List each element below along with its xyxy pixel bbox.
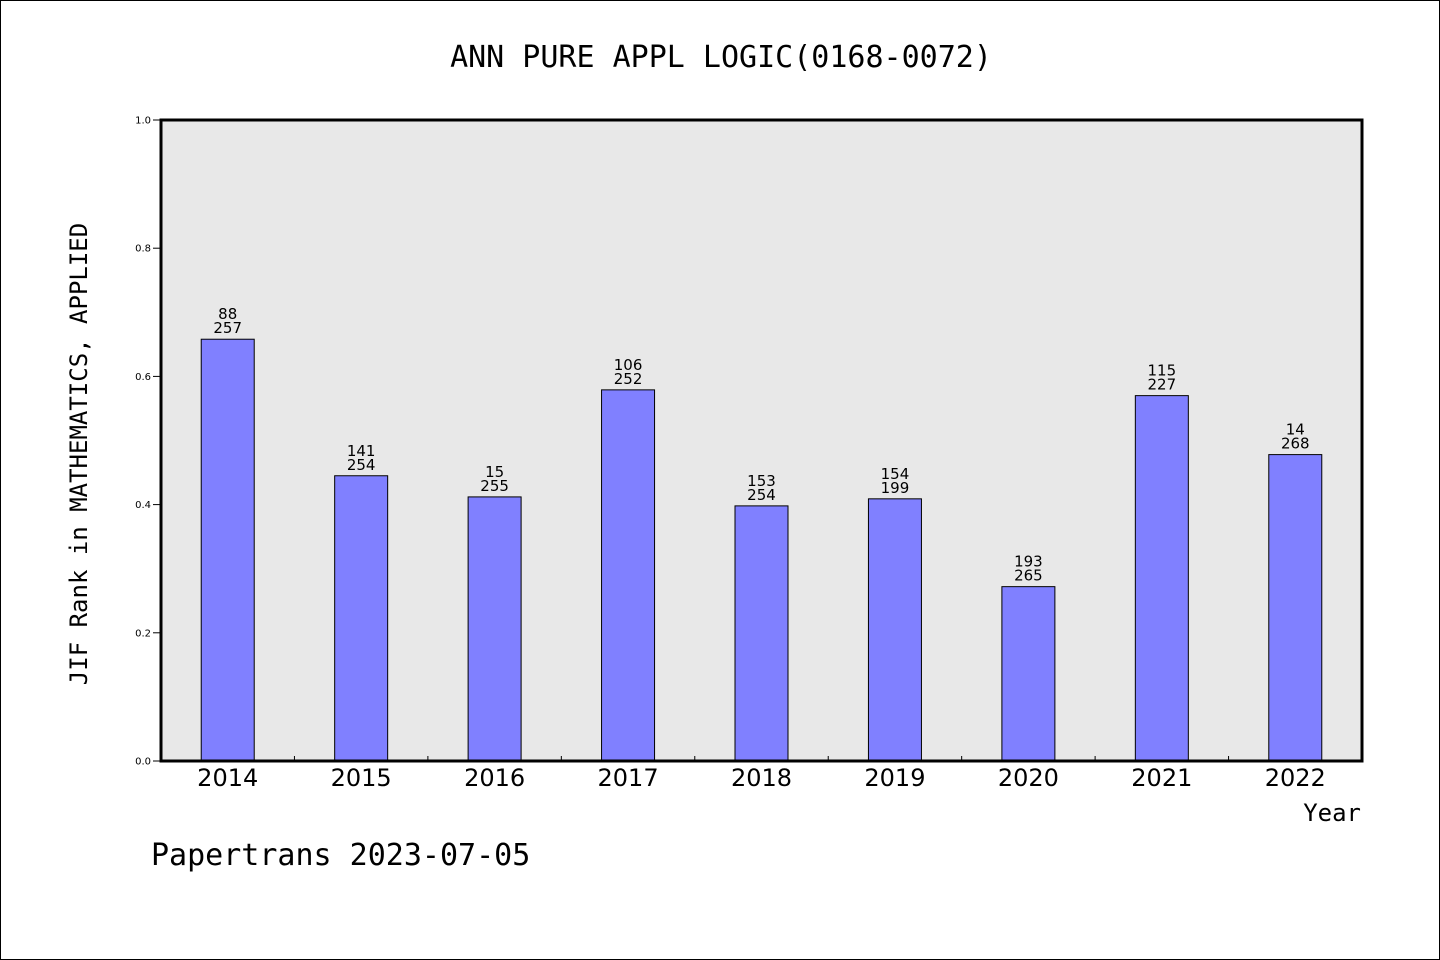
bar-rank-label: 141: [347, 442, 376, 460]
bar-total-label: 268: [1281, 435, 1310, 453]
y-tick-label: 0.6: [135, 372, 151, 383]
y-tick-label: 0.2: [135, 628, 151, 639]
bar-2017: [601, 389, 656, 762]
chart-title: ANN PURE APPL LOGIC(0168-0072): [450, 40, 992, 75]
bar-total-label: 257: [213, 319, 242, 337]
x-tick-label: 2022: [1265, 764, 1326, 792]
bar-rank-label: 115: [1148, 362, 1177, 380]
x-tick-label: 2019: [864, 764, 925, 792]
bar-2014: [200, 338, 255, 762]
y-tick-label: 0.4: [135, 500, 151, 511]
bar-total-label: 255: [480, 477, 509, 495]
bar-total-label: 254: [347, 456, 376, 474]
bar-2021: [1134, 395, 1189, 762]
bar-series: [200, 338, 1323, 762]
bar-rank-label: 153: [747, 472, 776, 490]
x-tick-label: 2021: [1131, 764, 1192, 792]
y-tick-label: 0.0: [135, 757, 151, 768]
bar-total-label: 252: [614, 370, 643, 388]
bar-total-label: 254: [747, 486, 776, 504]
x-tick-label: 2018: [731, 764, 792, 792]
bar-rank-label: 14: [1286, 421, 1305, 439]
bar-rank-label: 88: [218, 305, 237, 323]
bar-2018: [734, 505, 789, 762]
x-tick-label: 2014: [197, 764, 258, 792]
bar-total-label: 227: [1148, 376, 1177, 394]
plot-border: [159, 118, 1364, 763]
x-axis: 2014 2015 2016 2017 2018 2019 2020 2021 2022: [197, 756, 1326, 792]
bar-2015: [334, 475, 389, 762]
x-tick-label: 2017: [598, 764, 659, 792]
y-axis: 0.0 0.2 0.4 0.6 0.8 1.0: [135, 116, 161, 768]
x-axis-label: Year: [1303, 799, 1361, 827]
bar-total-label: 265: [1014, 567, 1043, 585]
bar-rank-label: 106: [614, 356, 643, 374]
x-tick-label: 2016: [464, 764, 525, 792]
footer-source: Papertrans 2023-07-05: [151, 838, 530, 873]
bar-total-label: 199: [881, 479, 910, 497]
bar-rank-label: 193: [1014, 553, 1043, 571]
bar-2022: [1268, 454, 1323, 762]
bar-rank-label: 154: [881, 465, 910, 483]
y-axis-label: JIF Rank in MATHEMATICS, APPLIED: [65, 223, 93, 685]
bar-rank-label: 15: [485, 463, 504, 481]
x-tick-label: 2015: [331, 764, 392, 792]
bar-2020: [1001, 586, 1056, 762]
y-tick-label: 1.0: [135, 116, 151, 127]
bar-2016: [467, 496, 522, 762]
bar-2019: [867, 498, 922, 762]
y-tick-label: 0.8: [135, 244, 151, 255]
x-tick-label: 2020: [998, 764, 1059, 792]
